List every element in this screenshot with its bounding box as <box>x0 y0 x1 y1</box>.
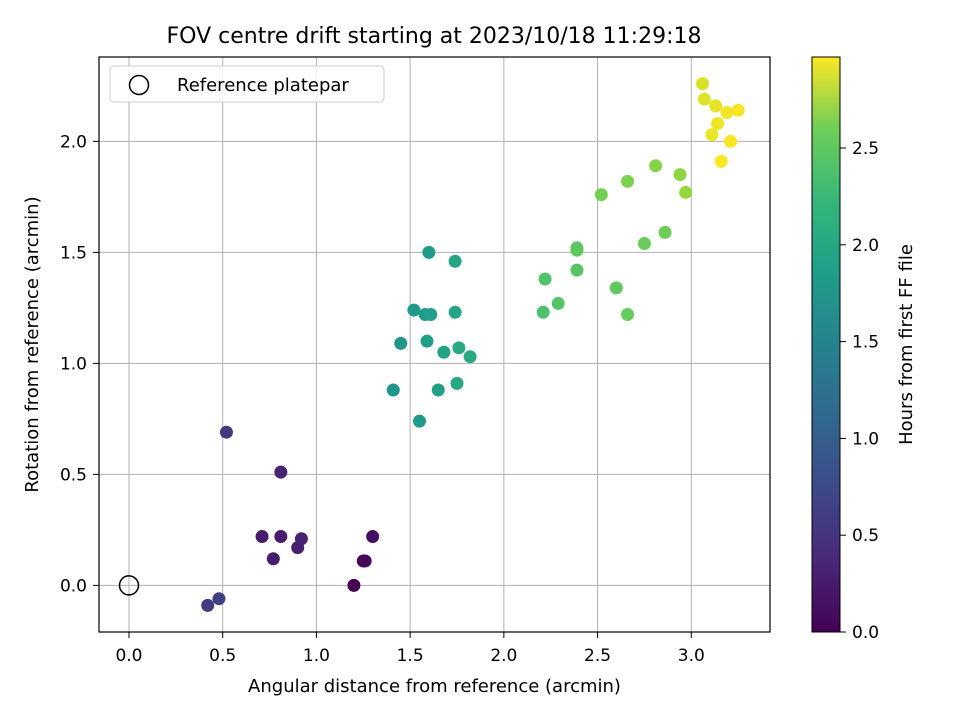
data-point <box>594 188 608 202</box>
data-point <box>358 554 372 568</box>
data-point <box>538 272 552 286</box>
data-point <box>711 117 725 131</box>
x-tick-label: 1.5 <box>397 646 424 666</box>
data-point <box>448 305 462 319</box>
colorbar-tick-label: 0.5 <box>852 526 879 546</box>
data-point <box>212 592 226 606</box>
data-point <box>724 134 738 148</box>
x-tick-label: 2.5 <box>584 646 611 666</box>
y-axis-label: Rotation from reference (arcmin) <box>22 196 43 492</box>
colorbar-gradient <box>811 56 841 633</box>
data-point <box>450 376 464 390</box>
y-tick-label: 0.0 <box>60 576 87 596</box>
grid <box>99 57 770 632</box>
data-point <box>673 168 687 182</box>
data-point <box>705 128 719 142</box>
colorbar-ticks: 0.0 0.5 1.0 1.5 2.0 2.5 <box>840 139 879 643</box>
data-point <box>219 425 233 439</box>
data-point <box>266 552 280 566</box>
data-point <box>731 103 745 117</box>
colorbar: 0.0 0.5 1.0 1.5 2.0 2.5 Hours from first FF f… <box>811 56 917 643</box>
colorbar-tick-label: 0.0 <box>852 623 879 643</box>
x-tick-label: 2.0 <box>490 646 517 666</box>
data-point <box>394 336 408 350</box>
data-point <box>294 532 308 546</box>
data-point <box>448 254 462 268</box>
reference-point-circle-icon <box>118 575 140 596</box>
data-point <box>413 414 427 428</box>
colorbar-tick-label: 2.5 <box>852 139 879 159</box>
data-point <box>274 465 288 479</box>
data-point <box>255 530 269 544</box>
data-point <box>609 281 623 295</box>
scatter-points <box>118 77 745 612</box>
data-point <box>570 263 584 277</box>
data-point <box>720 106 734 120</box>
plot-frame <box>98 56 771 633</box>
data-point <box>201 598 215 612</box>
y-tick-label: 2.0 <box>60 132 87 152</box>
legend: Reference platepar <box>109 65 385 103</box>
colorbar-tick-label: 1.0 <box>852 429 879 449</box>
data-point <box>697 92 711 106</box>
colorbar-tick-label: 1.5 <box>852 333 879 353</box>
data-point <box>422 245 436 259</box>
legend-marker-circle-icon <box>128 74 150 96</box>
data-point <box>463 350 477 364</box>
data-point <box>696 77 710 91</box>
x-tick-label: 0.0 <box>115 646 142 666</box>
x-axis-label: Angular distance from reference (arcmin) <box>248 676 621 697</box>
x-tick-label: 0.5 <box>209 646 236 666</box>
y-tick-label: 0.5 <box>60 465 87 485</box>
colorbar-tick-label: 2.0 <box>852 236 879 256</box>
legend-entry-label: Reference platepar <box>177 75 349 96</box>
data-point <box>347 578 361 592</box>
chart-title: FOV centre drift starting at 2023/10/18 … <box>167 24 702 49</box>
data-point <box>649 159 663 173</box>
data-point <box>366 530 380 544</box>
y-tick-label: 1.0 <box>60 354 87 374</box>
data-point <box>431 383 445 397</box>
y-tick-label: 1.5 <box>60 243 87 263</box>
data-point <box>407 303 421 317</box>
data-point <box>274 530 288 544</box>
data-point <box>621 174 635 188</box>
data-point <box>679 185 693 199</box>
data-point <box>621 308 635 322</box>
data-point <box>452 341 466 355</box>
data-point <box>386 383 400 397</box>
data-point <box>570 243 584 257</box>
data-point <box>551 296 565 310</box>
data-point <box>637 236 651 250</box>
legend-box <box>109 65 385 103</box>
data-point <box>536 305 550 319</box>
data-point <box>714 154 728 168</box>
axis-ticks: 0.0 0.5 1.0 1.5 2.0 2.5 3.0 0.0 0.5 1.0 1.5 2.0 <box>60 132 705 666</box>
x-tick-label: 3.0 <box>678 646 705 666</box>
data-point <box>709 99 723 113</box>
colorbar-label: Hours from first FF file <box>896 244 917 445</box>
data-point <box>437 345 451 359</box>
data-point <box>658 225 672 239</box>
data-point <box>420 334 434 348</box>
data-point <box>424 308 438 322</box>
x-tick-label: 1.0 <box>303 646 330 666</box>
